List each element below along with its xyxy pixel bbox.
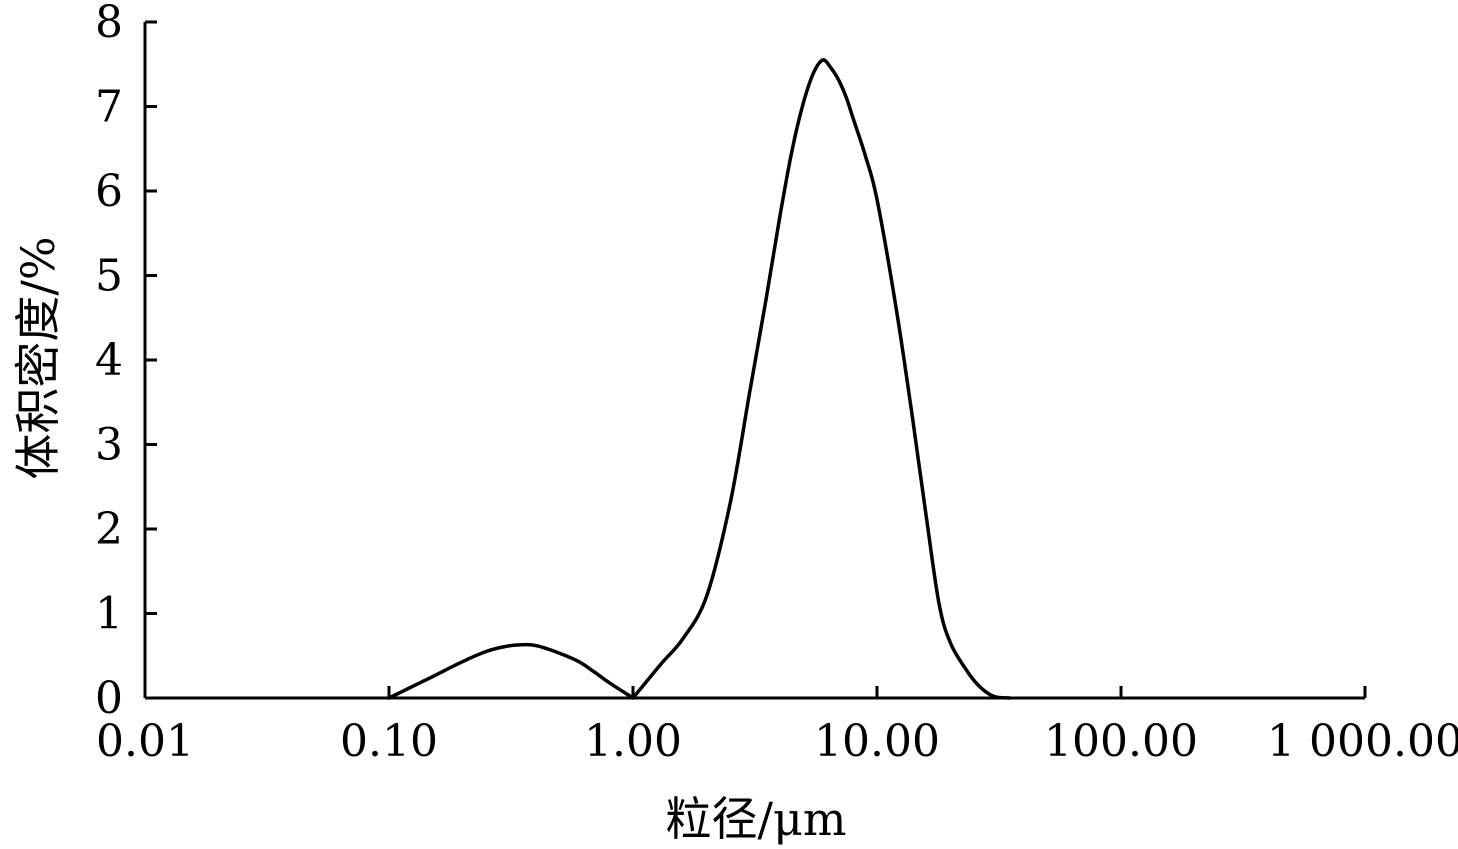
series-line-0 (387, 58, 1012, 700)
x-tick-label: 0.10 (340, 716, 438, 767)
y-tick-label: 8 (95, 0, 123, 48)
series-layer (387, 58, 1012, 700)
y-tick-label: 7 (95, 82, 123, 133)
y-tick-label: 6 (95, 166, 123, 217)
x-axis-title: 粒径/μm (665, 792, 846, 846)
y-tick-label: 5 (95, 251, 123, 302)
axes (143, 20, 1367, 700)
x-tick-label: 10.00 (814, 716, 940, 767)
y-tick-label: 0 (95, 673, 123, 724)
y-tick-label: 1 (95, 589, 123, 640)
x-tick-label: 1 000.00 (1267, 716, 1458, 767)
x-tick-label: 0.01 (96, 716, 194, 767)
x-tick-label: 100.00 (1044, 716, 1198, 767)
y-tick-label: 3 (95, 420, 123, 471)
y-axis-title: 体积密度/% (11, 236, 65, 479)
x-tick-label: 1.00 (584, 716, 682, 767)
tick-labels: 0.01 0.10 1.00 10.00 100.00 1 000.00 0 1 2 3 4 5 6 7 8 (95, 0, 1458, 767)
y-tick-label: 4 (95, 335, 123, 386)
y-tick-label: 2 (95, 504, 123, 555)
